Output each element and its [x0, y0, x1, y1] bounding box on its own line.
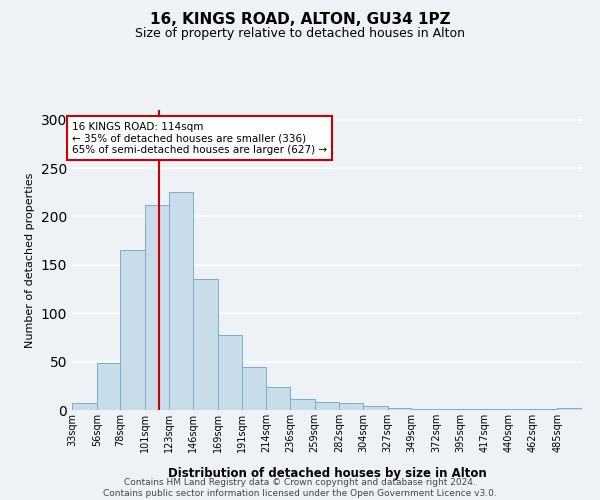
Bar	[388, 408, 411, 410]
Bar	[461, 409, 484, 410]
Bar	[436, 409, 461, 410]
Bar	[242, 368, 266, 410]
Bar	[557, 408, 582, 410]
Bar	[169, 192, 193, 410]
Bar	[484, 409, 509, 410]
Bar	[509, 409, 533, 410]
Text: Size of property relative to detached houses in Alton: Size of property relative to detached ho…	[135, 28, 465, 40]
Bar	[72, 403, 97, 410]
Bar	[314, 402, 340, 410]
Text: 16, KINGS ROAD, ALTON, GU34 1PZ: 16, KINGS ROAD, ALTON, GU34 1PZ	[149, 12, 451, 28]
Bar	[193, 280, 218, 410]
Bar	[340, 403, 363, 410]
Text: 16 KINGS ROAD: 114sqm
← 35% of detached houses are smaller (336)
65% of semi-det: 16 KINGS ROAD: 114sqm ← 35% of detached …	[72, 122, 327, 155]
Bar	[290, 400, 314, 410]
Text: Distribution of detached houses by size in Alton: Distribution of detached houses by size …	[167, 467, 487, 480]
Bar	[266, 387, 290, 410]
Bar	[411, 409, 436, 410]
Bar	[218, 334, 242, 410]
Bar	[363, 406, 388, 410]
Text: Contains HM Land Registry data © Crown copyright and database right 2024.
Contai: Contains HM Land Registry data © Crown c…	[103, 478, 497, 498]
Y-axis label: Number of detached properties: Number of detached properties	[25, 172, 35, 348]
Bar	[97, 362, 121, 410]
Bar	[145, 205, 169, 410]
Bar	[121, 250, 145, 410]
Bar	[533, 409, 557, 410]
